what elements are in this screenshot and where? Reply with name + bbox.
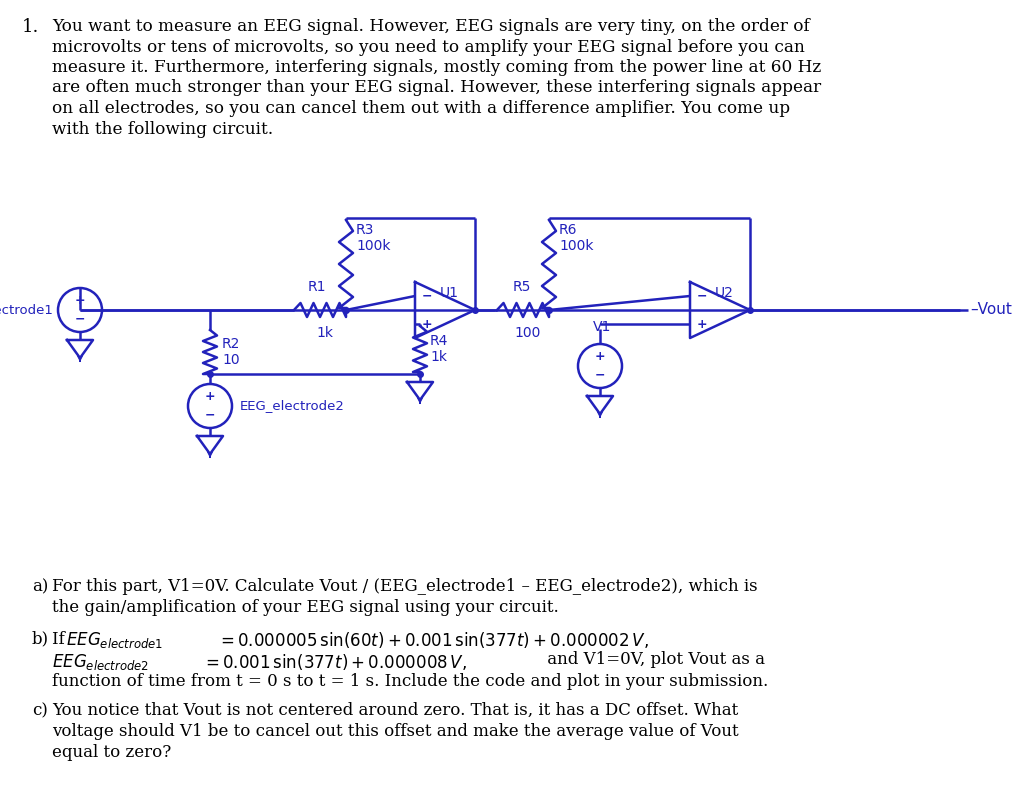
- Text: the gain/amplification of your EEG signal using your circuit.: the gain/amplification of your EEG signa…: [52, 599, 559, 616]
- Text: are often much stronger than your EEG signal. However, these interfering signals: are often much stronger than your EEG si…: [52, 79, 821, 96]
- Text: 100: 100: [515, 326, 542, 340]
- Text: +: +: [205, 390, 215, 403]
- Text: $= 0.001\,\mathrm{sin}(377t) + 0.000008\,V,$: $= 0.001\,\mathrm{sin}(377t) + 0.000008\…: [202, 651, 467, 671]
- Text: 10: 10: [222, 353, 240, 367]
- Text: voltage should V1 be to cancel out this offset and make the average value of Vou: voltage should V1 be to cancel out this …: [52, 723, 738, 740]
- Text: $EEG_{electrode1}$: $EEG_{electrode1}$: [66, 630, 163, 650]
- Text: 1.: 1.: [22, 18, 39, 36]
- Text: EEG_electrode2: EEG_electrode2: [240, 399, 345, 413]
- Text: U1: U1: [440, 286, 459, 301]
- Text: +: +: [75, 294, 85, 307]
- Text: R4: R4: [430, 334, 449, 348]
- Text: 1k: 1k: [430, 350, 447, 364]
- Text: b): b): [32, 630, 49, 647]
- Text: 100k: 100k: [559, 239, 594, 253]
- Text: 100k: 100k: [356, 239, 390, 253]
- Text: R6: R6: [559, 223, 578, 237]
- Text: −: −: [595, 368, 605, 381]
- Text: 1k: 1k: [316, 326, 334, 340]
- Text: +: +: [595, 350, 605, 364]
- Text: –Vout: –Vout: [970, 302, 1012, 318]
- Text: EEG_electrode1: EEG_electrode1: [0, 304, 54, 317]
- Text: U2: U2: [715, 286, 734, 301]
- Text: −: −: [697, 289, 708, 302]
- Text: R2: R2: [222, 337, 241, 351]
- Text: +: +: [422, 318, 432, 330]
- Text: You notice that Vout is not centered around zero. That is, it has a DC offset. W: You notice that Vout is not centered aro…: [52, 702, 738, 719]
- Text: −: −: [75, 313, 85, 326]
- Text: If: If: [52, 630, 70, 647]
- Text: and V1=0V, plot Vout as a: and V1=0V, plot Vout as a: [542, 651, 765, 668]
- Text: c): c): [32, 702, 48, 719]
- Text: microvolts or tens of microvolts, so you need to amplify your EEG signal before : microvolts or tens of microvolts, so you…: [52, 39, 805, 56]
- Text: For this part, V1=0V. Calculate Vout / (EEG_electrode1 – EEG_electrode2), which : For this part, V1=0V. Calculate Vout / (…: [52, 578, 758, 595]
- Text: $EEG_{electrode2}$: $EEG_{electrode2}$: [52, 651, 150, 671]
- Text: R5: R5: [513, 280, 531, 294]
- Text: R1: R1: [308, 280, 327, 294]
- Text: function of time from t = 0 s to t = 1 s. Include the code and plot in your subm: function of time from t = 0 s to t = 1 s…: [52, 672, 768, 689]
- Text: on all electrodes, so you can cancel them out with a difference amplifier. You c: on all electrodes, so you can cancel the…: [52, 100, 791, 117]
- Text: +: +: [697, 318, 708, 330]
- Text: R3: R3: [356, 223, 375, 237]
- Text: $= 0.000005\,\mathrm{sin}(60t) + 0.001\,\mathrm{sin}(377t) + 0.000002\,V,$: $= 0.000005\,\mathrm{sin}(60t) + 0.001\,…: [217, 630, 649, 650]
- Text: measure it. Furthermore, interfering signals, mostly coming from the power line : measure it. Furthermore, interfering sig…: [52, 59, 821, 76]
- Text: −: −: [205, 409, 215, 422]
- Text: V1: V1: [593, 320, 611, 334]
- Text: with the following circuit.: with the following circuit.: [52, 120, 273, 137]
- Text: a): a): [32, 578, 48, 595]
- Text: You want to measure an EEG signal. However, EEG signals are very tiny, on the or: You want to measure an EEG signal. Howev…: [52, 18, 810, 35]
- Text: equal to zero?: equal to zero?: [52, 744, 171, 761]
- Text: −: −: [422, 289, 432, 302]
